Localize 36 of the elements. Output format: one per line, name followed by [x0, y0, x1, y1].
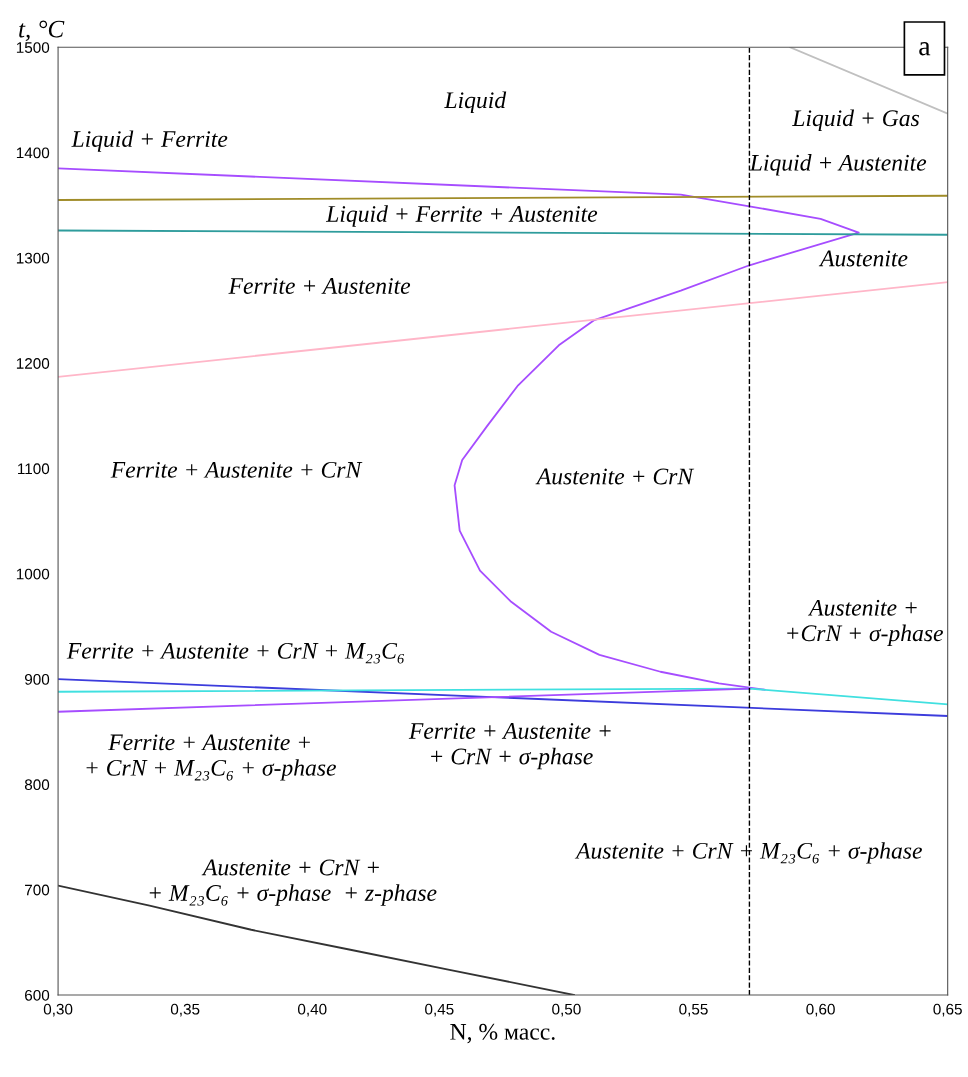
annotation: Liquid — [444, 91, 507, 113]
y-tick-label: 1000 — [16, 568, 50, 580]
annotation: Austenite + CrN + + M₂₃C₆ + σ-phase + z-phase — [149, 859, 437, 906]
x-tick-label: 0,40 — [297, 1003, 327, 1017]
annotation: Ferrite + Austenite + CrN + M₂₃C₆ — [66, 642, 405, 664]
x-tick-label: 0,45 — [425, 1003, 454, 1017]
x-tick-label: 0,30 — [43, 1003, 73, 1017]
x-tick-label: 0,35 — [170, 1003, 200, 1017]
annotation: Ferrite + Austenite + CrN — [110, 461, 363, 478]
y-tick-label: 1400 — [16, 147, 50, 159]
annotation: Austenite + CrN — [535, 468, 695, 485]
y-tick-label: 1100 — [18, 463, 50, 475]
annotation: Austenite — [818, 250, 908, 267]
x-tick-label: 0,65 — [933, 1003, 962, 1017]
x-tick-label: 0,55 — [679, 1003, 708, 1017]
y-tick-label: 900 — [24, 673, 50, 685]
y-axis-title: t, °C — [19, 20, 65, 42]
x-tick-label: 0,60 — [806, 1003, 835, 1017]
annotation: Ferrite + Austenite + + CrN + M₂₃C₆ + σ-phase — [86, 734, 336, 781]
annotation: Liquid + Austenite — [749, 154, 927, 176]
annotation: a — [919, 42, 931, 56]
annotation: Ferrite + Austenite — [228, 278, 411, 294]
annotation: Liquid + Gas — [792, 109, 920, 131]
y-tick-label: 600 — [25, 989, 50, 1001]
y-tick-label: 700 — [25, 884, 50, 896]
y-tick-label: 1300 — [16, 252, 50, 264]
annotation: Austenite + CrN + M₂₃C₆ + σ-phase — [574, 842, 922, 864]
y-tick-label: 800 — [24, 779, 50, 791]
annotation: Liquid + Ferrite + Austenite — [325, 205, 598, 227]
y-tick-label: 1500 — [16, 42, 50, 53]
x-axis-title: N, % масс. — [450, 1023, 555, 1044]
annotation: Liquid + Ferrite — [71, 130, 228, 152]
x-tick-label: 0,50 — [552, 1003, 581, 1017]
annotation: Austenite + +CrN + σ-phase — [787, 599, 943, 647]
annotation: Ferrite + Austenite + + CrN + σ-phase — [408, 723, 611, 770]
y-tick-label: 1200 — [16, 358, 50, 369]
